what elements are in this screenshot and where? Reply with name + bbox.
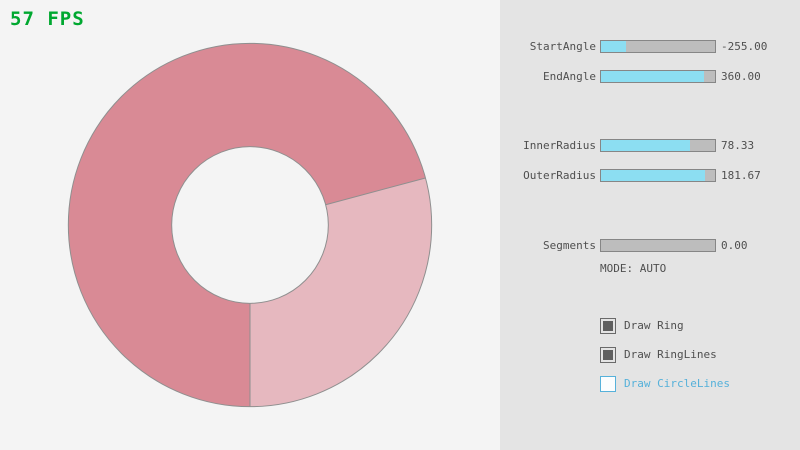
endangle-slider[interactable] — [600, 70, 716, 83]
slider-row-innerradius: InnerRadius 78.33 — [500, 139, 800, 152]
checkbox-label: Draw CircleLines — [624, 377, 730, 390]
ring-inner-outline — [171, 146, 329, 304]
checkbox-label: Draw RingLines — [624, 348, 717, 361]
checkbox-checkmark — [603, 350, 613, 360]
mode-label: MODE: AUTO — [600, 262, 667, 275]
segments-slider[interactable] — [600, 239, 716, 252]
checkbox-checkmark — [603, 379, 613, 389]
endangle-slider-fill — [601, 71, 704, 82]
startangle-value: -255.00 — [721, 40, 768, 53]
slider-row-startangle: StartAngle -255.00 — [500, 40, 800, 53]
fps-counter: 57 FPS — [10, 8, 85, 30]
checkbox-draw-circlelines[interactable]: Draw CircleLines — [600, 376, 730, 392]
startangle-label: StartAngle — [529, 40, 596, 53]
slider-row-endangle: EndAngle 360.00 — [500, 70, 800, 83]
ring-radial-line-end — [325, 177, 426, 206]
checkbox-checkmark — [603, 321, 613, 331]
innerradius-slider-fill — [601, 140, 691, 151]
slider-row-outerradius: OuterRadius 181.67 — [500, 169, 800, 182]
checkbox-box[interactable] — [600, 318, 616, 334]
slider-row-segments: Segments 0.00 — [500, 239, 800, 252]
segments-label: Segments — [543, 239, 596, 252]
ring-light-segment — [250, 177, 432, 407]
startangle-slider[interactable] — [600, 40, 716, 53]
checkbox-draw-ring[interactable]: Draw Ring — [600, 318, 684, 334]
outerradius-slider[interactable] — [600, 169, 716, 182]
checkbox-box[interactable] — [600, 376, 616, 392]
outerradius-slider-fill — [601, 170, 705, 181]
innerradius-label: InnerRadius — [523, 139, 596, 152]
checkbox-label: Draw Ring — [624, 319, 684, 332]
startangle-slider-fill — [601, 41, 626, 52]
outerradius-label: OuterRadius — [523, 169, 596, 182]
innerradius-value: 78.33 — [721, 139, 755, 152]
segments-value: 0.00 — [721, 239, 748, 252]
innerradius-slider[interactable] — [600, 139, 716, 152]
endangle-value: 360.00 — [721, 70, 761, 83]
controls-panel: StartAngle -255.00 EndAngle 360.00 Inner… — [500, 0, 800, 450]
checkbox-draw-ringlines[interactable]: Draw RingLines — [600, 347, 717, 363]
outerradius-value: 181.67 — [721, 169, 761, 182]
ring-chart — [67, 42, 433, 408]
checkbox-box[interactable] — [600, 347, 616, 363]
endangle-label: EndAngle — [543, 70, 596, 83]
